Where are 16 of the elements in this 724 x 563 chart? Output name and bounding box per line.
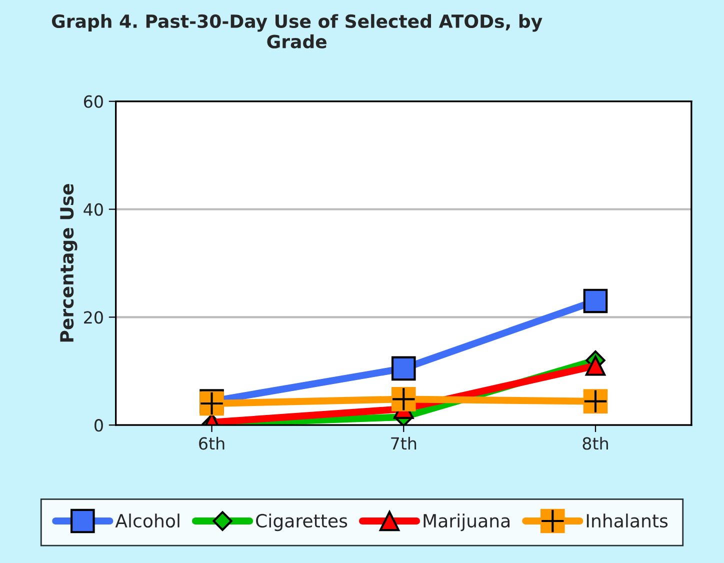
y-axis-title: Percentage Use (60, 184, 78, 342)
y-tick-label: 40 (84, 203, 103, 216)
y-tick-label: 60 (84, 95, 103, 108)
x-tick-label: 6th (199, 436, 224, 450)
y-tick-label: 0 (94, 419, 103, 432)
point (585, 356, 606, 376)
x-tick-label: 8th (582, 436, 608, 450)
x-tick-label: 7th (391, 436, 416, 450)
legend-label: Alcohol (115, 514, 180, 528)
point (583, 288, 608, 314)
point (391, 356, 416, 381)
y-tick-label: 20 (84, 311, 103, 324)
chart-title: Graph 4. Past-30-Day Use of Selected ATODs, by Grade (52, 14, 542, 48)
legend-label: Cigarettes (256, 514, 348, 532)
legend-label: Marijuana (424, 514, 510, 532)
legend-label: Inhalants (586, 514, 668, 528)
